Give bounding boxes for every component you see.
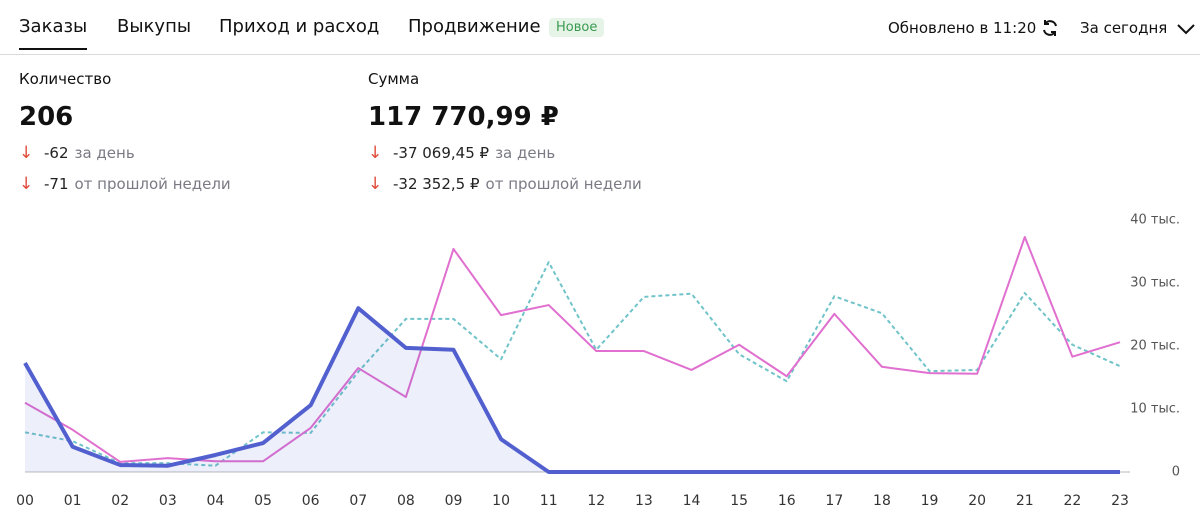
tab[interactable]: Приход и расход bbox=[219, 16, 380, 37]
updated: Обновлено в 11:20 bbox=[888, 19, 1037, 37]
change: ↓ -71 от прошлой недели bbox=[19, 174, 231, 194]
series-area bbox=[25, 308, 1120, 472]
x-tick-label: 05 bbox=[254, 493, 272, 509]
x-tick-label: 06 bbox=[302, 493, 320, 509]
x-tick-label: 12 bbox=[587, 493, 605, 509]
change-text: за день bbox=[495, 144, 556, 162]
stat: Сумма 117 770,99 ₽ ↓ -37 069,45 ₽ за день ↓ -3… bbox=[368, 70, 642, 194]
x-tick-label: 23 bbox=[1111, 493, 1129, 509]
x-tick-label: 18 bbox=[873, 493, 891, 509]
period-select[interactable]: За сегодня bbox=[1080, 19, 1168, 37]
change: ↓ -32 352,5 ₽ от прошлой недели bbox=[368, 174, 642, 194]
x-tick-label: 01 bbox=[64, 493, 82, 509]
x-tick-label: 20 bbox=[968, 493, 986, 509]
x-tick-label: 14 bbox=[683, 493, 701, 509]
tab[interactable]: Заказы bbox=[19, 16, 88, 50]
x-tick-label: 19 bbox=[921, 493, 939, 509]
arrow-icon: ↓ bbox=[368, 174, 383, 194]
change-text: от прошлой недели bbox=[74, 175, 231, 193]
x-tick-label: 22 bbox=[1063, 493, 1081, 509]
change-value: -37 069,45 ₽ bbox=[393, 144, 490, 162]
x-tick-label: 16 bbox=[778, 493, 796, 509]
stat-label: Сумма bbox=[368, 70, 420, 88]
x-tick-label: 10 bbox=[492, 493, 510, 509]
change-text: от прошлой недели bbox=[485, 175, 642, 193]
x-tick-label: 03 bbox=[159, 493, 177, 509]
y-tick-label: 40 тыс. bbox=[1130, 213, 1180, 228]
x-tick-label: 07 bbox=[349, 493, 367, 509]
change: ↓ -37 069,45 ₽ за день bbox=[368, 143, 642, 163]
x-tick-label: 13 bbox=[635, 493, 653, 509]
change-value: -32 352,5 ₽ bbox=[393, 175, 480, 193]
change: ↓ -62 за день bbox=[19, 143, 231, 163]
x-tick-label: 11 bbox=[540, 493, 558, 509]
change-text: за день bbox=[74, 144, 135, 162]
chevron[interactable] bbox=[1176, 22, 1196, 36]
x-tick-label: 09 bbox=[445, 493, 463, 509]
y-tick-label: 20 тыс. bbox=[1130, 339, 1180, 354]
stat: Количество 206 ↓ -62 за день ↓ -71 от прошлой н… bbox=[19, 70, 231, 194]
tab[interactable]: Выкупы bbox=[117, 16, 192, 37]
x-tick-label: 04 bbox=[207, 493, 225, 509]
arrow-icon: ↓ bbox=[19, 174, 34, 194]
x-tick-label: 17 bbox=[825, 493, 843, 509]
tab[interactable]: Продвижение bbox=[408, 16, 541, 37]
stat-value: 206 bbox=[19, 102, 74, 132]
badge: Новое bbox=[549, 18, 605, 37]
refresh-icon[interactable] bbox=[1040, 18, 1060, 38]
header: Заказы Выкупы Приход и расход Продвижени… bbox=[0, 0, 1200, 55]
change-value: -71 bbox=[44, 175, 69, 193]
x-tick-label: 00 bbox=[16, 493, 34, 509]
stat-label: Количество bbox=[19, 70, 112, 88]
x-tick-label: 02 bbox=[111, 493, 129, 509]
change-value: -62 bbox=[44, 144, 69, 162]
series-line bbox=[24, 261, 1121, 467]
x-tick-label: 21 bbox=[1016, 493, 1034, 509]
y-tick-label: 0 bbox=[1172, 465, 1180, 480]
arrow-icon: ↓ bbox=[19, 143, 34, 163]
chart: 0 10 тыс. 20 тыс. 30 тыс. 40 тыс. 00 01 02 03 04 0… bbox=[16, 213, 1180, 510]
stat-value: 117 770,99 ₽ bbox=[368, 102, 559, 132]
arrow-icon: ↓ bbox=[368, 143, 383, 163]
x-tick-label: 15 bbox=[730, 493, 748, 509]
y-tick-label: 10 тыс. bbox=[1130, 402, 1180, 417]
y-tick-label: 30 тыс. bbox=[1130, 276, 1180, 291]
series-line bbox=[24, 236, 1121, 463]
x-tick-label: 08 bbox=[397, 493, 415, 509]
series-line bbox=[23, 306, 1120, 474]
